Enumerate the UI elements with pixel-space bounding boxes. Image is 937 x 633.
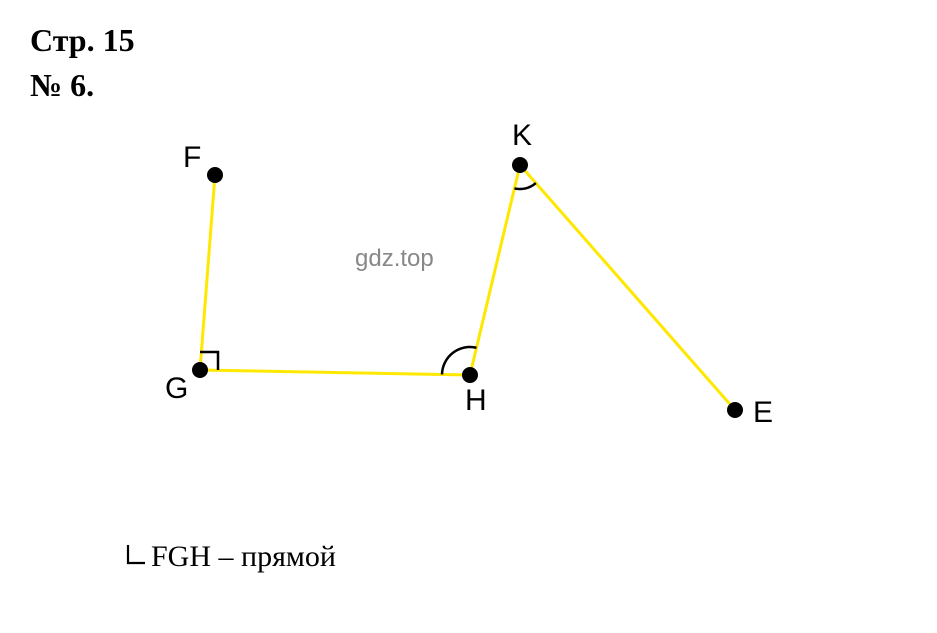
point-label-E: E — [753, 396, 773, 429]
point-label-G: G — [165, 372, 188, 405]
point-K — [512, 157, 528, 173]
angle-arc-K — [514, 183, 535, 189]
point-H — [462, 367, 478, 383]
angle-marks-group — [200, 183, 536, 374]
point-label-F: F — [183, 141, 201, 174]
point-E — [727, 402, 743, 418]
point-F — [207, 167, 223, 183]
segment-F-G — [200, 175, 215, 370]
geometric-diagram: F G H K E — [100, 120, 800, 470]
answer-text: FGH – прямой — [125, 540, 336, 574]
angle-vertices-label: FGH — [151, 540, 211, 573]
segment-H-K — [470, 165, 520, 375]
point-label-K: K — [512, 120, 532, 152]
points-group — [192, 157, 743, 418]
header-block: Стр. 15 № 6. — [30, 18, 135, 108]
segment-G-H — [200, 370, 470, 375]
point-G — [192, 362, 208, 378]
exercise-number: № 6. — [30, 63, 135, 108]
segment-K-E — [520, 165, 735, 410]
watermark-text: gdz.top — [355, 245, 434, 273]
angle-icon — [125, 540, 147, 574]
point-label-H: H — [465, 384, 487, 417]
diagram-svg: F G H K E — [100, 120, 800, 470]
page-ref: Стр. 15 — [30, 18, 135, 63]
answer-suffix: – прямой — [211, 540, 336, 573]
